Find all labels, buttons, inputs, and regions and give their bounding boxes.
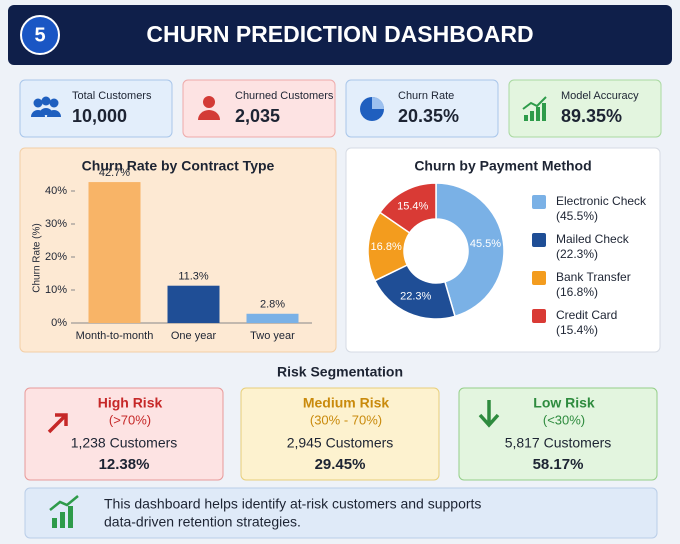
legend-value: (16.8%) (556, 285, 598, 299)
risk-card (24, 387, 224, 481)
kpi-value: 2,035 (235, 106, 280, 126)
legend-label: Mailed Check (556, 232, 630, 246)
bar (88, 182, 141, 323)
kpi-icon (198, 110, 220, 120)
kpi-icon (542, 103, 546, 121)
legend-swatch (532, 309, 546, 323)
kpi-icon (524, 115, 528, 121)
risk-range: (>70%) (109, 412, 151, 427)
risk-customers: 2,945 Customers (287, 435, 394, 451)
x-tick-label: One year (171, 330, 217, 342)
y-tick-label: 0% (51, 317, 67, 329)
badge (20, 15, 60, 55)
kpi-icon (49, 98, 59, 108)
chart-title: Churn Rate by Contract Type (82, 158, 275, 174)
bar (167, 285, 220, 323)
risk-share: 58.17% (533, 456, 584, 473)
header-bar (8, 5, 672, 65)
kpi-icon (41, 96, 51, 106)
value-label: 11.3% (178, 271, 209, 283)
kpi-icon (39, 108, 53, 115)
risk-card (240, 387, 440, 481)
y-tick-label: 30% (45, 218, 67, 230)
footer-text: data-driven retention strategies. (104, 514, 301, 530)
kpi-label: Total Customers (72, 90, 152, 102)
kpi-card (508, 79, 662, 138)
kpi-label: Churned Customers (235, 90, 334, 102)
pie-slice (378, 182, 437, 234)
section-title: Risk Segmentation (277, 364, 403, 380)
value-label: 2.8% (260, 299, 285, 311)
legend-swatch (532, 195, 546, 209)
kpi-card (19, 79, 173, 138)
bar (246, 313, 299, 323)
legend-label: Bank Transfer (556, 270, 631, 284)
x-tick-label: Two year (250, 330, 295, 342)
y-tick-label: 40% (45, 185, 67, 197)
x-tick-label: Month-to-month (76, 330, 154, 342)
risk-customers: 5,817 Customers (505, 435, 612, 451)
footer-panel (24, 487, 658, 539)
kpi-icon (536, 107, 540, 121)
kpi-label: Model Accuracy (561, 90, 639, 102)
slice-label: 16.8% (371, 241, 402, 253)
kpi-value: 20.35% (398, 106, 459, 126)
risk-share: 12.38% (99, 456, 150, 473)
risk-icon (47, 413, 68, 434)
legend-value: (22.3%) (556, 247, 598, 261)
legend-swatch (532, 233, 546, 247)
kpi-card (345, 79, 499, 138)
kpi-icon (372, 97, 384, 109)
pie-slice (435, 182, 505, 318)
kpi-icon (33, 98, 43, 108)
slice-label: 15.4% (397, 201, 428, 213)
y-axis-label: Churn Rate (%) (32, 223, 43, 292)
footer-text: This dashboard helps identify at-risk cu… (104, 496, 481, 512)
risk-customers: 1,238 Customers (71, 435, 178, 451)
risk-range: (30% - 70%) (310, 412, 382, 427)
risk-name: High Risk (98, 395, 163, 411)
kpi-value: 89.35% (561, 106, 622, 126)
risk-range: (<30%) (543, 412, 585, 427)
legend-value: (45.5%) (556, 209, 598, 223)
kpi-icon (522, 96, 547, 110)
value-label: 42.7% (99, 167, 130, 179)
legend-value: (15.4%) (556, 323, 598, 337)
y-tick-label: 20% (45, 251, 67, 263)
kpi-card (182, 79, 336, 138)
y-tick-label: 10% (45, 284, 67, 296)
badge-number: 5 (34, 24, 45, 46)
risk-share: 29.45% (315, 456, 366, 473)
page-title: CHURN PREDICTION DASHBOARD (146, 21, 533, 47)
legend-swatch (532, 271, 546, 285)
risk-name: Medium Risk (303, 395, 390, 411)
chart-title: Churn by Payment Method (414, 158, 591, 174)
slice-label: 45.5% (470, 238, 501, 250)
risk-name: Low Risk (533, 395, 595, 411)
risk-icon (478, 400, 500, 428)
risk-card (458, 387, 658, 481)
kpi-icon (530, 111, 534, 121)
kpi-label: Churn Rate (398, 90, 454, 102)
kpi-icon (203, 96, 215, 108)
footer-icon (49, 495, 79, 528)
legend-label: Credit Card (556, 308, 617, 322)
kpi-value: 10,000 (72, 106, 127, 126)
legend-label: Electronic Check (556, 194, 647, 208)
slice-label: 22.3% (400, 291, 431, 303)
